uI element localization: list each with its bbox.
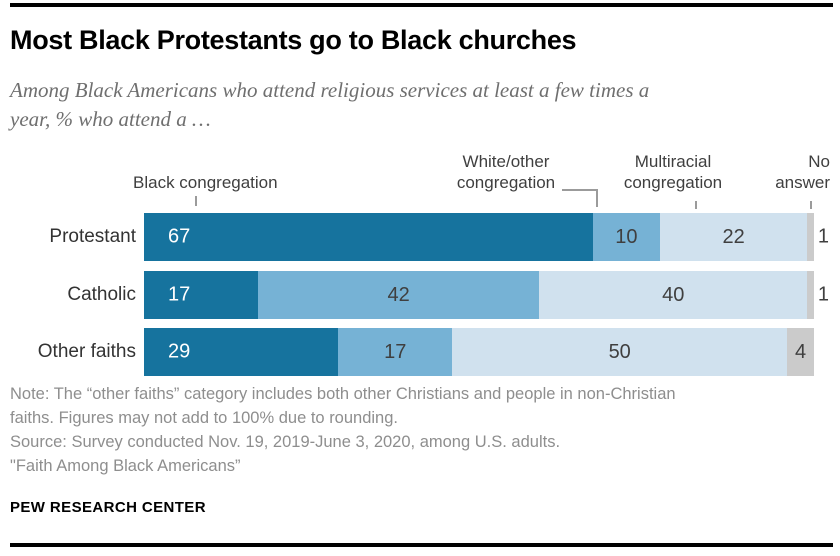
note-line-1: Note: The “other faiths” category includ… — [10, 385, 676, 403]
category-label: Catholic — [67, 284, 136, 305]
legend-black-congregation: Black congregation — [133, 173, 278, 192]
bar-row: Other faiths 29 17 50 4 — [0, 328, 840, 376]
legend-connector-white-other-vertical — [596, 189, 598, 207]
value-label: 10 — [615, 225, 638, 248]
segment-black-congregation: 67 — [144, 213, 593, 261]
value-label: 67 — [168, 225, 191, 248]
legend-connector-white-other-horizontal — [562, 189, 598, 191]
chart-title: Most Black Protestants go to Black churc… — [10, 25, 577, 55]
value-label: 22 — [722, 225, 745, 248]
segment-black-congregation: 29 — [144, 328, 339, 376]
pew-research-center-wordmark: PEW RESEARCH CENTER — [10, 499, 206, 516]
segment-multiracial-congregation: 40 — [539, 271, 808, 319]
value-label: 1 — [817, 283, 829, 306]
value-label: 4 — [795, 340, 807, 363]
legend-tick-black-congregation — [195, 196, 197, 206]
stacked-bar: 29 17 50 4 — [144, 328, 814, 376]
top-rule — [10, 3, 833, 7]
stacked-bar: 67 10 22 1 — [144, 213, 829, 261]
value-label: 42 — [387, 283, 410, 306]
legend-multiracial-congregation: Multiracial congregation — [623, 152, 723, 192]
value-label: 40 — [662, 283, 685, 306]
bottom-rule — [10, 543, 833, 547]
value-label: 1 — [817, 225, 829, 248]
value-label: 50 — [608, 340, 631, 363]
category-label: Protestant — [49, 226, 136, 247]
stacked-bar-chart: Protestant 67 10 22 1 Catholic 17 42 40 1 Other fa… — [0, 213, 840, 383]
segment-no-answer: 4 — [787, 328, 814, 376]
chart-subtitle: Among Black Americans who attend religio… — [10, 76, 830, 134]
legend-white-other-congregation: White/other congregation — [456, 152, 556, 192]
note-line-2: faiths. Figures may not add to 100% due … — [10, 409, 398, 427]
segment-no-answer: 1 — [807, 213, 829, 261]
report-title-line: "Faith Among Black Americans” — [10, 457, 241, 475]
source-line: Source: Survey conducted Nov. 19, 2019-J… — [10, 433, 561, 451]
bar-row: Protestant 67 10 22 1 — [0, 213, 840, 261]
chart-notes: Note: The “other faiths” category includ… — [10, 382, 832, 478]
segment-white-other-congregation: 10 — [592, 213, 660, 261]
segment-multiracial-congregation: 50 — [452, 328, 788, 376]
legend-tick-no-answer — [810, 201, 812, 209]
bar-row: Catholic 17 42 40 1 — [0, 271, 840, 319]
legend-no-answer: No answer — [775, 152, 830, 192]
segment-no-answer: 1 — [807, 271, 829, 319]
subtitle-line-1: Among Black Americans who attend religio… — [10, 78, 650, 102]
segment-white-other-congregation: 42 — [257, 271, 540, 319]
value-label: 17 — [384, 340, 407, 363]
stacked-bar: 17 42 40 1 — [144, 271, 829, 319]
value-label: 17 — [168, 283, 191, 306]
segment-multiracial-congregation: 22 — [659, 213, 808, 261]
value-label: 29 — [168, 340, 191, 363]
subtitle-line-2: year, % who attend a … — [10, 107, 211, 131]
legend-tick-multiracial-congregation — [695, 201, 697, 209]
segment-black-congregation: 17 — [144, 271, 258, 319]
category-label: Other faiths — [37, 341, 136, 362]
segment-white-other-congregation: 17 — [338, 328, 453, 376]
